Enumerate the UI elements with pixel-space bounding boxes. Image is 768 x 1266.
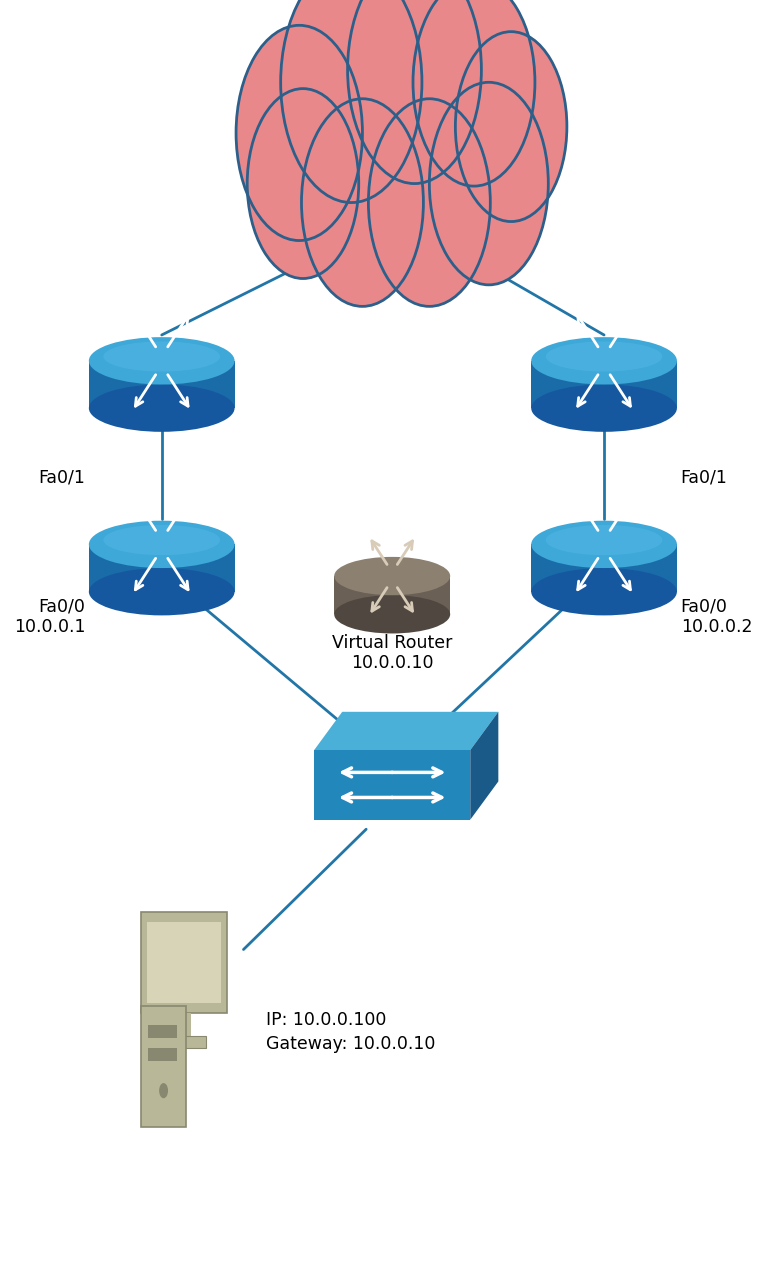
Ellipse shape — [273, 95, 511, 222]
Polygon shape — [89, 361, 234, 408]
Circle shape — [280, 0, 422, 203]
Text: Virtual Router
10.0.0.10: Virtual Router 10.0.0.10 — [332, 633, 452, 672]
FancyBboxPatch shape — [148, 1025, 177, 1038]
FancyBboxPatch shape — [141, 1006, 186, 1127]
FancyBboxPatch shape — [147, 922, 221, 1003]
Circle shape — [159, 1084, 168, 1099]
Ellipse shape — [334, 557, 450, 595]
Circle shape — [429, 82, 548, 285]
Circle shape — [455, 32, 567, 222]
Text: IP: 10.0.0.100
Gateway: 10.0.0.10: IP: 10.0.0.100 Gateway: 10.0.0.10 — [266, 1012, 435, 1052]
Ellipse shape — [104, 342, 220, 372]
Polygon shape — [89, 544, 234, 591]
Ellipse shape — [531, 520, 677, 568]
Circle shape — [413, 0, 535, 186]
Ellipse shape — [531, 337, 677, 385]
FancyBboxPatch shape — [148, 1048, 177, 1061]
Text: Fa0/1: Fa0/1 — [38, 468, 85, 486]
Circle shape — [302, 99, 423, 306]
Ellipse shape — [89, 568, 234, 615]
FancyBboxPatch shape — [163, 1036, 206, 1048]
Ellipse shape — [104, 525, 220, 556]
FancyBboxPatch shape — [177, 1013, 190, 1036]
Ellipse shape — [89, 520, 234, 568]
Ellipse shape — [531, 568, 677, 615]
Circle shape — [348, 0, 482, 184]
FancyBboxPatch shape — [141, 912, 227, 1013]
Polygon shape — [314, 711, 498, 749]
Ellipse shape — [531, 385, 677, 432]
Text: Fa0/1: Fa0/1 — [680, 468, 727, 486]
Circle shape — [247, 89, 359, 279]
Ellipse shape — [546, 342, 662, 372]
Ellipse shape — [334, 595, 450, 633]
Polygon shape — [531, 361, 677, 408]
Circle shape — [369, 99, 490, 306]
Ellipse shape — [89, 337, 234, 385]
Text: Fa0/0
10.0.0.1: Fa0/0 10.0.0.1 — [14, 598, 85, 637]
Polygon shape — [314, 749, 470, 820]
Ellipse shape — [546, 525, 662, 556]
Ellipse shape — [89, 385, 234, 432]
Text: Fa0/0
10.0.0.2: Fa0/0 10.0.0.2 — [680, 598, 752, 637]
Circle shape — [236, 25, 362, 241]
Polygon shape — [334, 576, 450, 614]
Polygon shape — [470, 711, 498, 820]
Polygon shape — [531, 544, 677, 591]
